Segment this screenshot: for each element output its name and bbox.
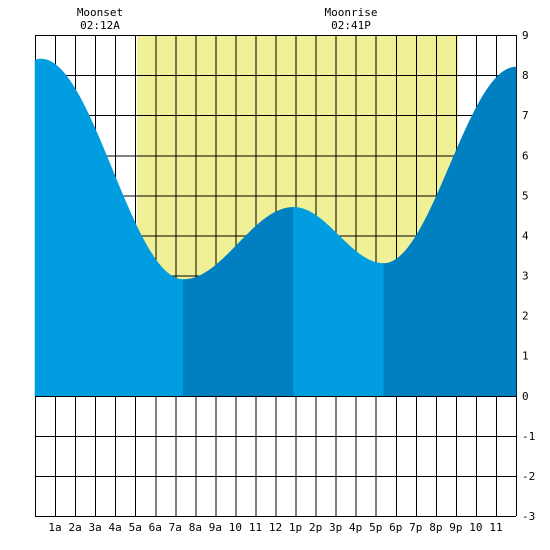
x-tick-label: 7p bbox=[409, 521, 422, 534]
y-tick-label: -2 bbox=[522, 470, 535, 483]
x-tick-label: 3a bbox=[89, 521, 102, 534]
y-tick-label: 7 bbox=[522, 109, 529, 122]
y-tick-label: 4 bbox=[522, 229, 529, 242]
tide-area-falling bbox=[293, 207, 385, 397]
x-tick-label: 9p bbox=[449, 521, 462, 534]
x-tick-label: 10 bbox=[469, 521, 482, 534]
tide-area-falling bbox=[34, 58, 184, 397]
x-tick-label: 5a bbox=[129, 521, 142, 534]
x-tick-label: 6a bbox=[149, 521, 162, 534]
x-tick-label: 1a bbox=[48, 521, 61, 534]
tide-layer bbox=[34, 58, 517, 397]
x-tick-label: 8a bbox=[189, 521, 202, 534]
x-tick-label: 11 bbox=[249, 521, 262, 534]
y-tick-label: -3 bbox=[522, 510, 535, 523]
y-tick-label: 8 bbox=[522, 69, 529, 82]
x-tick-label: 10 bbox=[229, 521, 242, 534]
moonrise-label: Moonrise bbox=[325, 6, 378, 19]
tide-area-rising bbox=[383, 66, 517, 397]
x-tick-label: 5p bbox=[369, 521, 382, 534]
x-tick-label: 3p bbox=[329, 521, 342, 534]
x-tick-label: 12 bbox=[269, 521, 282, 534]
x-tick-label: 4p bbox=[349, 521, 362, 534]
y-tick-label: 2 bbox=[522, 310, 529, 323]
axis-layer: 1a 2a 3a 4a 5a 6a 7a 8a 9a 10 11 12 1p 2p 3p 4p 5p 6p 7p 8p… bbox=[48, 29, 535, 534]
x-tick-label: 2p bbox=[309, 521, 322, 534]
x-tick-label: 1p bbox=[289, 521, 302, 534]
tide-area-rising bbox=[183, 207, 294, 397]
y-tick-label: 1 bbox=[522, 350, 529, 363]
x-tick-label: 11 bbox=[489, 521, 502, 534]
moon-events: Moonset 02:12A Moonrise 02:41P bbox=[77, 6, 378, 32]
moonrise-time: 02:41P bbox=[331, 19, 371, 32]
y-tick-label: 0 bbox=[522, 390, 529, 403]
y-tick-label: 5 bbox=[522, 189, 529, 202]
x-tick-label: 4a bbox=[109, 521, 122, 534]
y-tick-label: 3 bbox=[522, 270, 529, 283]
y-tick-label: -1 bbox=[522, 430, 535, 443]
y-tick-label: 9 bbox=[522, 29, 529, 42]
x-tick-label: 2a bbox=[68, 521, 81, 534]
x-tick-label: 8p bbox=[429, 521, 442, 534]
x-tick-label: 6p bbox=[389, 521, 402, 534]
x-tick-label: 7a bbox=[169, 521, 182, 534]
x-tick-label: 9a bbox=[209, 521, 222, 534]
y-tick-label: 6 bbox=[522, 149, 529, 162]
moonset-label: Moonset bbox=[77, 6, 123, 19]
moonset-time: 02:12A bbox=[80, 19, 120, 32]
